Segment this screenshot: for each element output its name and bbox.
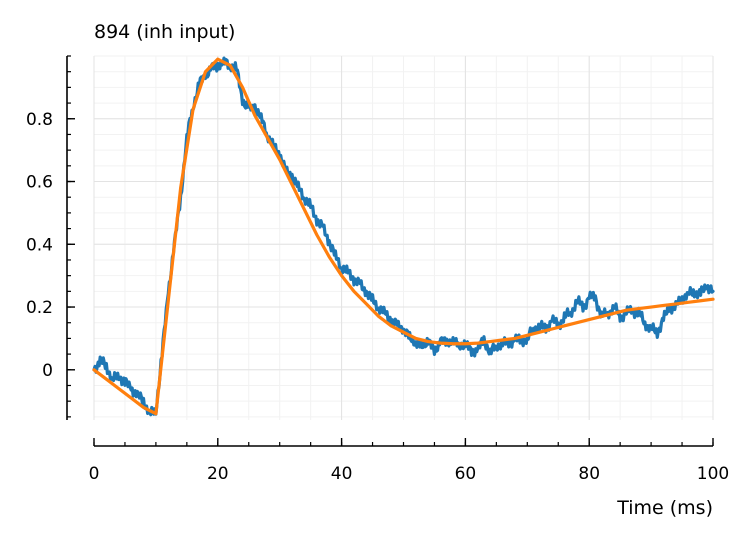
x-tick-label: 0 [89,464,100,484]
y-tick-label: 0.6 [26,173,53,193]
x-tick-label: 20 [207,464,229,484]
series-line-2 [92,57,715,416]
grid [93,55,714,420]
y-tick-label: 0.4 [26,235,53,255]
plot-area [92,56,715,417]
x-axis-label: Time (ms) [616,497,713,519]
y-tick-label: 0 [42,361,53,381]
x-tick-label: 80 [578,464,600,484]
y-axis: 0 0.2 0.4 0.6 0.8 [26,55,75,420]
chart-title: 894 (inh input) [94,21,235,43]
y-tick-label: 0.2 [26,298,53,318]
x-tick-label: 40 [331,464,353,484]
y-tick-label: 0.8 [26,110,53,130]
x-axis: 0 20 40 60 80 100 [89,438,729,484]
x-tick-label: 100 [697,464,729,484]
x-tick-label: 60 [455,464,477,484]
